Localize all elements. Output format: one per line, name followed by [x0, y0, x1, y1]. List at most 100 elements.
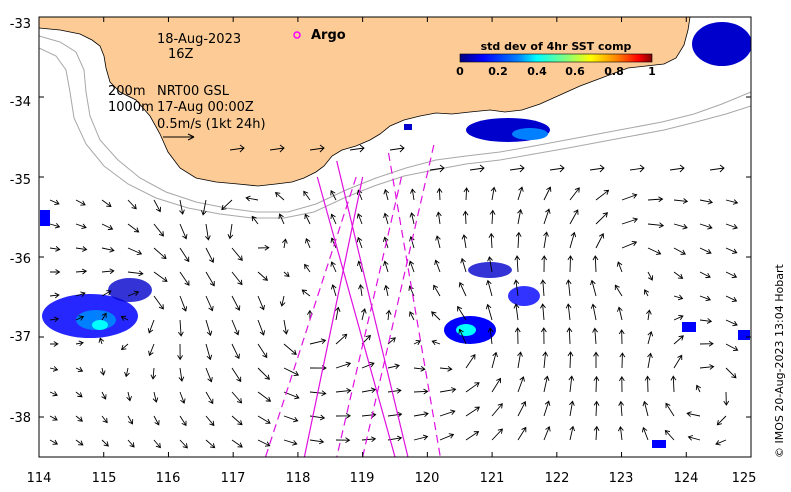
current-arrow	[618, 375, 625, 393]
current-arrow	[389, 144, 405, 153]
current-arrow	[565, 279, 572, 297]
current-arrow	[101, 290, 112, 297]
track-line	[316, 176, 396, 457]
colorbar-tick: 0.8	[604, 65, 624, 78]
current-arrow	[231, 271, 243, 286]
lon-tick-label: 123	[609, 471, 634, 486]
current-arrow	[614, 284, 623, 297]
current-arrow	[725, 199, 739, 205]
current-arrow	[101, 268, 115, 275]
current-arrow	[436, 187, 443, 201]
current-arrow	[49, 391, 58, 397]
current-arrow	[647, 352, 653, 369]
current-arrow	[177, 319, 184, 337]
contour-200m	[39, 35, 751, 213]
current-arrow	[120, 315, 129, 321]
current-arrow	[304, 263, 311, 273]
current-arrow	[101, 415, 108, 424]
lon-tick-label: 118	[286, 471, 311, 486]
current-arrow	[408, 260, 415, 273]
current-arrow	[49, 366, 59, 372]
current-arrow	[127, 290, 140, 297]
lon-tick-label: 125	[732, 471, 757, 486]
colorbar-tick: 0	[456, 65, 464, 78]
lon-tick-label: 117	[221, 471, 246, 486]
current-arrow	[513, 279, 520, 297]
track-line	[264, 176, 357, 457]
current-arrow	[699, 198, 714, 205]
current-arrow	[179, 415, 187, 427]
current-arrow	[621, 193, 638, 201]
current-arrow	[361, 361, 375, 369]
plot-frame	[38, 16, 752, 458]
current-arrow	[251, 215, 259, 225]
current-arrow	[543, 208, 551, 225]
lat-tick-labels: -33 -34 -35 -36 -37 -38	[10, 17, 31, 426]
current-arrow	[279, 295, 286, 307]
current-arrow	[716, 415, 727, 426]
current-arrow	[178, 367, 185, 382]
current-arrow	[439, 387, 457, 393]
current-arrow	[229, 144, 245, 153]
current-arrow	[49, 246, 61, 252]
current-arrow	[543, 186, 552, 201]
current-arrow	[335, 437, 351, 444]
current-arrow	[101, 312, 107, 321]
current-arrow	[725, 271, 738, 279]
current-arrow	[177, 343, 183, 361]
argo-marker-icon	[293, 31, 301, 39]
current-arrow	[725, 367, 737, 379]
current-arrow	[665, 402, 675, 417]
current-arrow	[540, 327, 547, 345]
current-arrow	[699, 364, 715, 370]
current-arrow	[517, 351, 523, 369]
current-arrow	[725, 223, 738, 230]
current-arrow	[439, 365, 453, 372]
current-arrow	[387, 363, 400, 370]
current-arrow	[543, 231, 549, 249]
current-arrow	[569, 187, 580, 201]
current-arrow	[205, 247, 215, 263]
track-line	[303, 176, 364, 457]
vector-time-label: 17-Aug 00:00Z	[157, 100, 254, 115]
current-arrow	[699, 340, 714, 347]
lon-tick-label: 122	[545, 471, 570, 486]
current-arrow	[549, 164, 565, 173]
current-arrow	[647, 271, 654, 281]
current-arrow	[567, 255, 574, 273]
lon-tick-label: 116	[156, 471, 181, 486]
current-arrow	[413, 339, 422, 346]
current-arrow	[686, 411, 701, 417]
current-arrow	[619, 352, 626, 369]
current-arrow	[153, 415, 160, 426]
current-arrow	[301, 289, 311, 297]
current-arrow	[458, 281, 467, 297]
current-arrow	[231, 439, 243, 448]
current-arrow	[461, 234, 468, 249]
current-arrow	[593, 400, 600, 417]
current-arrow	[309, 438, 325, 445]
current-arrow	[257, 391, 272, 402]
current-arrow	[153, 271, 168, 282]
current-arrow	[75, 340, 84, 347]
current-arrow	[49, 292, 60, 299]
contour-200-label: 200m	[108, 84, 145, 99]
current-arrow	[699, 295, 712, 302]
current-arrow	[75, 366, 84, 373]
current-arrow	[543, 426, 551, 441]
current-arrow	[49, 415, 58, 421]
current-arrow	[514, 327, 521, 345]
current-arrow	[431, 339, 441, 346]
current-arrow	[664, 429, 675, 441]
current-arrow	[153, 199, 161, 213]
current-arrow	[569, 400, 575, 417]
current-arrow	[565, 303, 572, 321]
current-arrow	[595, 212, 608, 225]
current-arrow	[358, 283, 364, 297]
current-arrow	[725, 319, 738, 327]
current-arrow	[231, 319, 240, 336]
current-arrow	[49, 439, 59, 445]
current-arrow	[205, 223, 211, 241]
current-arrow	[179, 199, 185, 215]
current-arrow	[439, 409, 456, 417]
